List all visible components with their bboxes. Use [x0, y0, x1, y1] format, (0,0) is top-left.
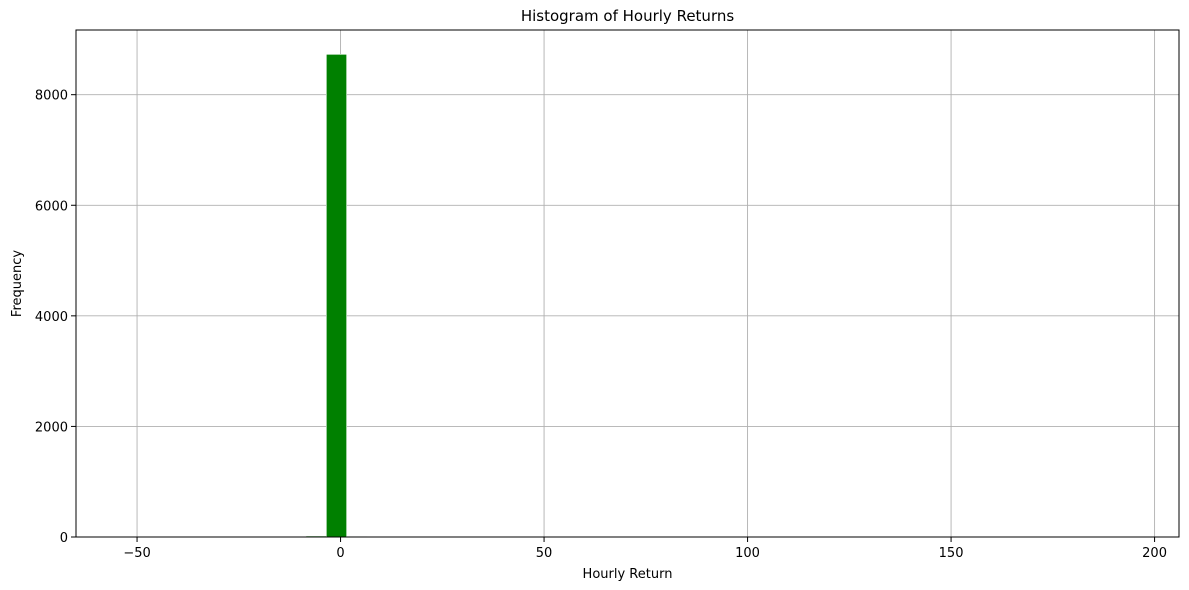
y-tick-label: 4000: [35, 310, 68, 325]
y-tick-label: 8000: [35, 89, 68, 104]
y-tick-label: 0: [60, 531, 68, 546]
x-axis-ticks: −50 0 50 100 150 200: [123, 537, 1167, 561]
y-axis-ticks: 0 2000 4000 6000 8000: [35, 89, 76, 546]
y-axis-label: Frequency: [10, 250, 25, 317]
x-tick-label: −50: [123, 546, 150, 561]
x-tick-label: 50: [536, 546, 553, 561]
x-axis-label: Hourly Return: [583, 567, 673, 582]
x-tick-label: 200: [1142, 546, 1167, 561]
chart-title: Histogram of Hourly Returns: [521, 7, 735, 25]
x-tick-label: 150: [939, 546, 964, 561]
histogram-bars: [305, 54, 368, 538]
histogram-bar: [326, 54, 347, 538]
y-tick-label: 2000: [35, 420, 68, 435]
plot-frame: [75, 29, 1180, 538]
y-tick-label: 6000: [35, 199, 68, 214]
grid-lines: [76, 30, 1179, 538]
x-tick-label: 0: [336, 546, 344, 561]
x-tick-label: 100: [735, 546, 760, 561]
